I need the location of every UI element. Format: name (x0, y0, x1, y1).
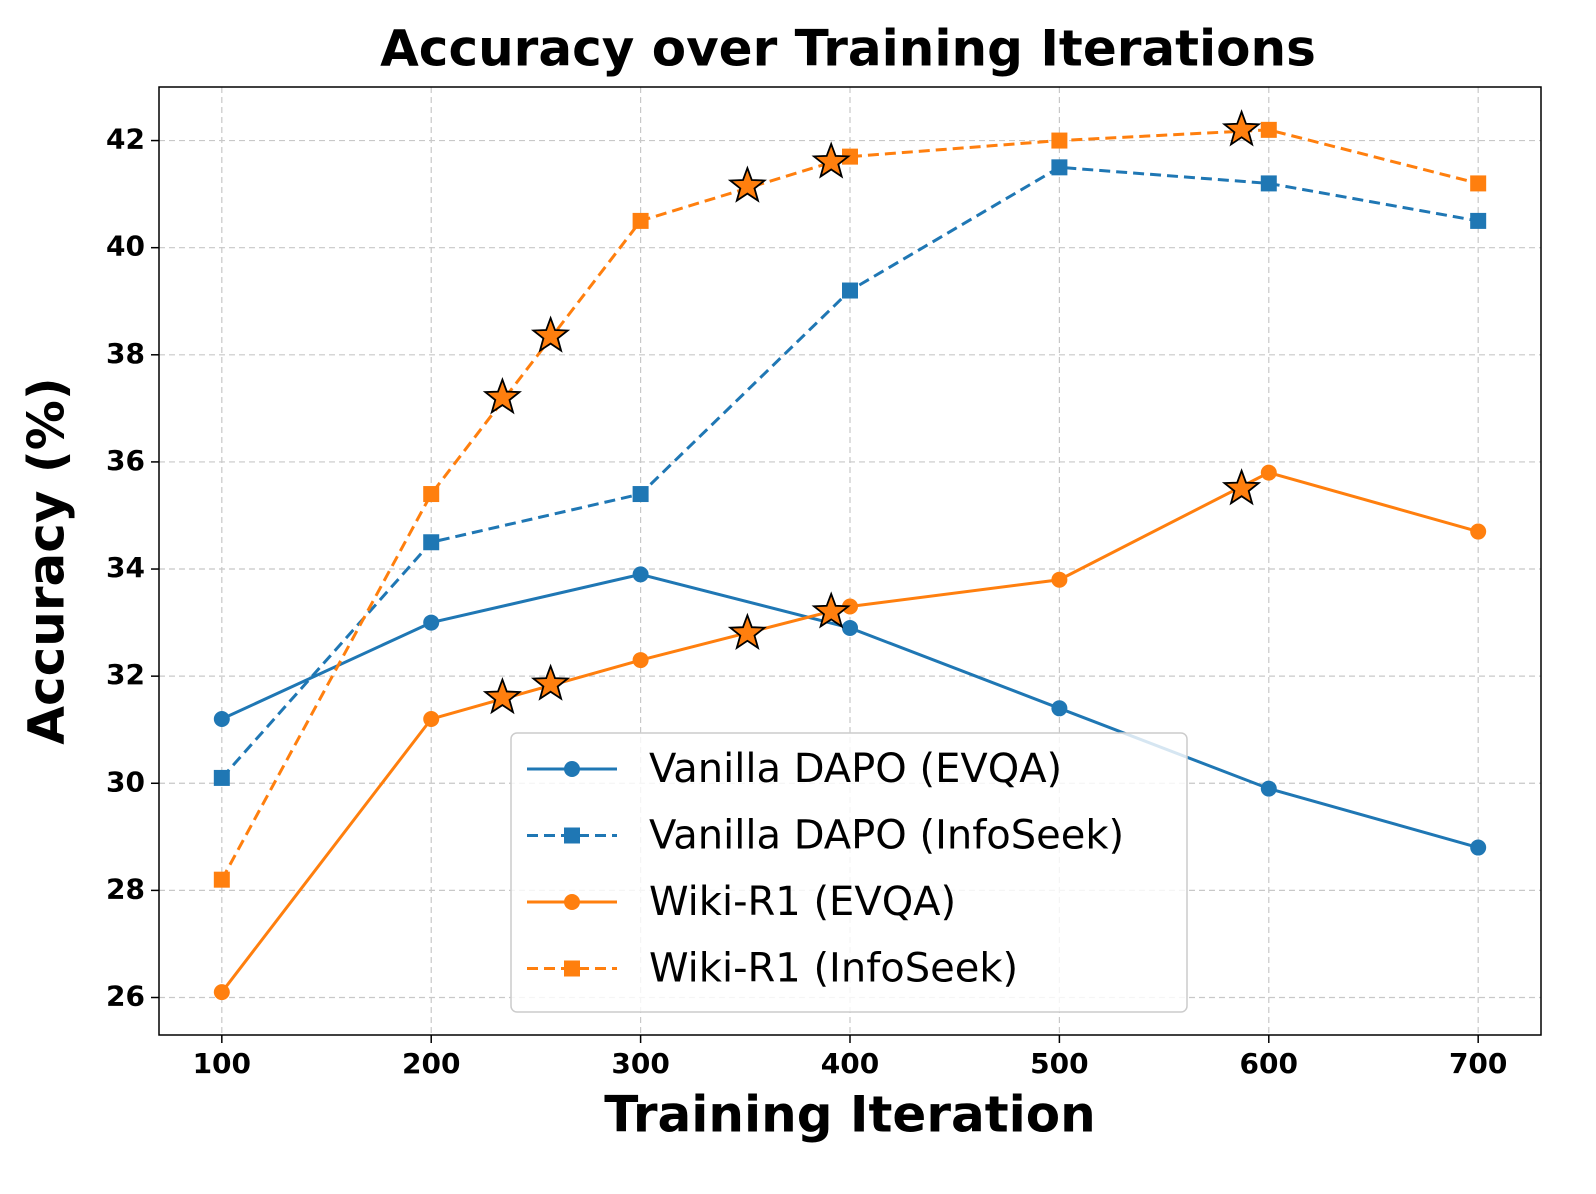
point (213, 769, 230, 786)
y-tick-label: 42 (106, 123, 145, 156)
y-tick-label: 38 (106, 337, 145, 370)
x-axis-label: Training Iteration (604, 1086, 1095, 1144)
legend-label: Wiki-R1 (InfoSeek) (649, 946, 1018, 992)
star-marker (811, 591, 851, 629)
point (1051, 571, 1068, 588)
y-axis-label: Accuracy (%) (18, 377, 76, 744)
point (423, 711, 440, 727)
point (1470, 839, 1487, 856)
point (1051, 159, 1068, 176)
point (1051, 700, 1068, 717)
point (564, 960, 580, 977)
y-tick-label: 40 (106, 230, 145, 263)
point (1260, 780, 1277, 797)
plot-frame (158, 86, 1542, 1036)
x-tick-label: 300 (611, 1047, 669, 1080)
x-tick-label: 700 (1449, 1047, 1507, 1080)
star-marker (811, 141, 851, 179)
point (632, 652, 649, 669)
y-tick-label: 32 (106, 658, 145, 691)
point (423, 486, 440, 503)
point (213, 984, 230, 1001)
x-tick-label: 200 (402, 1047, 460, 1080)
star-marker (530, 315, 571, 353)
point (213, 871, 230, 888)
point (1260, 464, 1277, 481)
star-marker (1221, 468, 1262, 506)
point (632, 566, 649, 583)
point (632, 212, 649, 229)
point (1470, 175, 1487, 192)
point (842, 148, 858, 165)
y-tick-label: 26 (106, 980, 145, 1013)
chart-title: Accuracy over Training Iterations (380, 20, 1316, 78)
star-marker (1221, 109, 1262, 147)
point (842, 619, 858, 636)
point (632, 486, 649, 503)
x-tick-label: 100 (193, 1047, 251, 1080)
point (842, 598, 858, 615)
y-tick-label: 34 (106, 551, 145, 584)
x-tick-label: 500 (1030, 1047, 1088, 1080)
point (1470, 212, 1487, 229)
point (564, 827, 580, 844)
point (1260, 121, 1277, 138)
point (564, 894, 580, 910)
y-tick-label: 30 (106, 765, 145, 798)
point (1051, 132, 1068, 149)
point (423, 534, 440, 551)
legend-label: Vanilla DAPO (InfoSeek) (649, 813, 1124, 859)
star-marker (482, 677, 522, 715)
y-tick-label: 36 (106, 444, 145, 477)
point (842, 282, 858, 299)
star-marker (530, 663, 571, 701)
point (1260, 175, 1277, 192)
star-marker (482, 376, 522, 415)
legend-box (510, 732, 1188, 1013)
y-tick-label: 28 (106, 872, 145, 905)
legend-label: Wiki-R1 (EVQA) (649, 879, 956, 925)
point (564, 761, 580, 777)
star-marker (727, 165, 767, 203)
star-marker (727, 612, 767, 651)
x-tick-label: 600 (1240, 1047, 1298, 1080)
point (213, 711, 230, 727)
x-tick-label: 400 (821, 1047, 879, 1080)
point (423, 614, 440, 631)
point (1470, 523, 1487, 540)
legend-label: Vanilla DAPO (EVQA) (649, 746, 1062, 792)
